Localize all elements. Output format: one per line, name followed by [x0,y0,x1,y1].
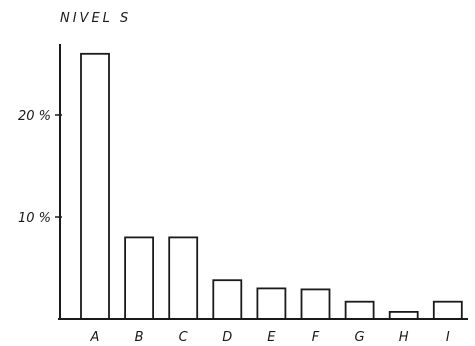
x-tick-label-c: C [179,330,189,345]
bar-d [212,279,243,320]
bar-f [300,288,331,320]
chart-title: NIVEL S [60,11,131,26]
x-tick-label-i: I [446,330,450,345]
bar-i [432,300,463,320]
bar-g [344,300,375,320]
x-categories-group: A B C D E F G H I [90,330,450,345]
bars-group [80,52,463,320]
x-tick-label-a: A [90,330,100,345]
x-tick-label-d: D [222,330,232,345]
y-tick-label-10: 10 % [18,211,51,226]
x-tick-label-f: F [312,330,320,345]
y-ticks-group: 10 % 20 % [18,109,62,226]
bar-c [168,236,199,320]
bar-b [124,236,154,320]
x-tick-label-b: B [135,330,144,345]
y-tick-label-20: 20 % [18,109,51,124]
bar-a [80,52,110,320]
bar-h [388,310,419,320]
x-tick-label-g: G [355,330,365,345]
x-tick-label-h: H [399,330,409,345]
x-tick-label-e: E [267,330,276,345]
bar-e [256,287,287,320]
